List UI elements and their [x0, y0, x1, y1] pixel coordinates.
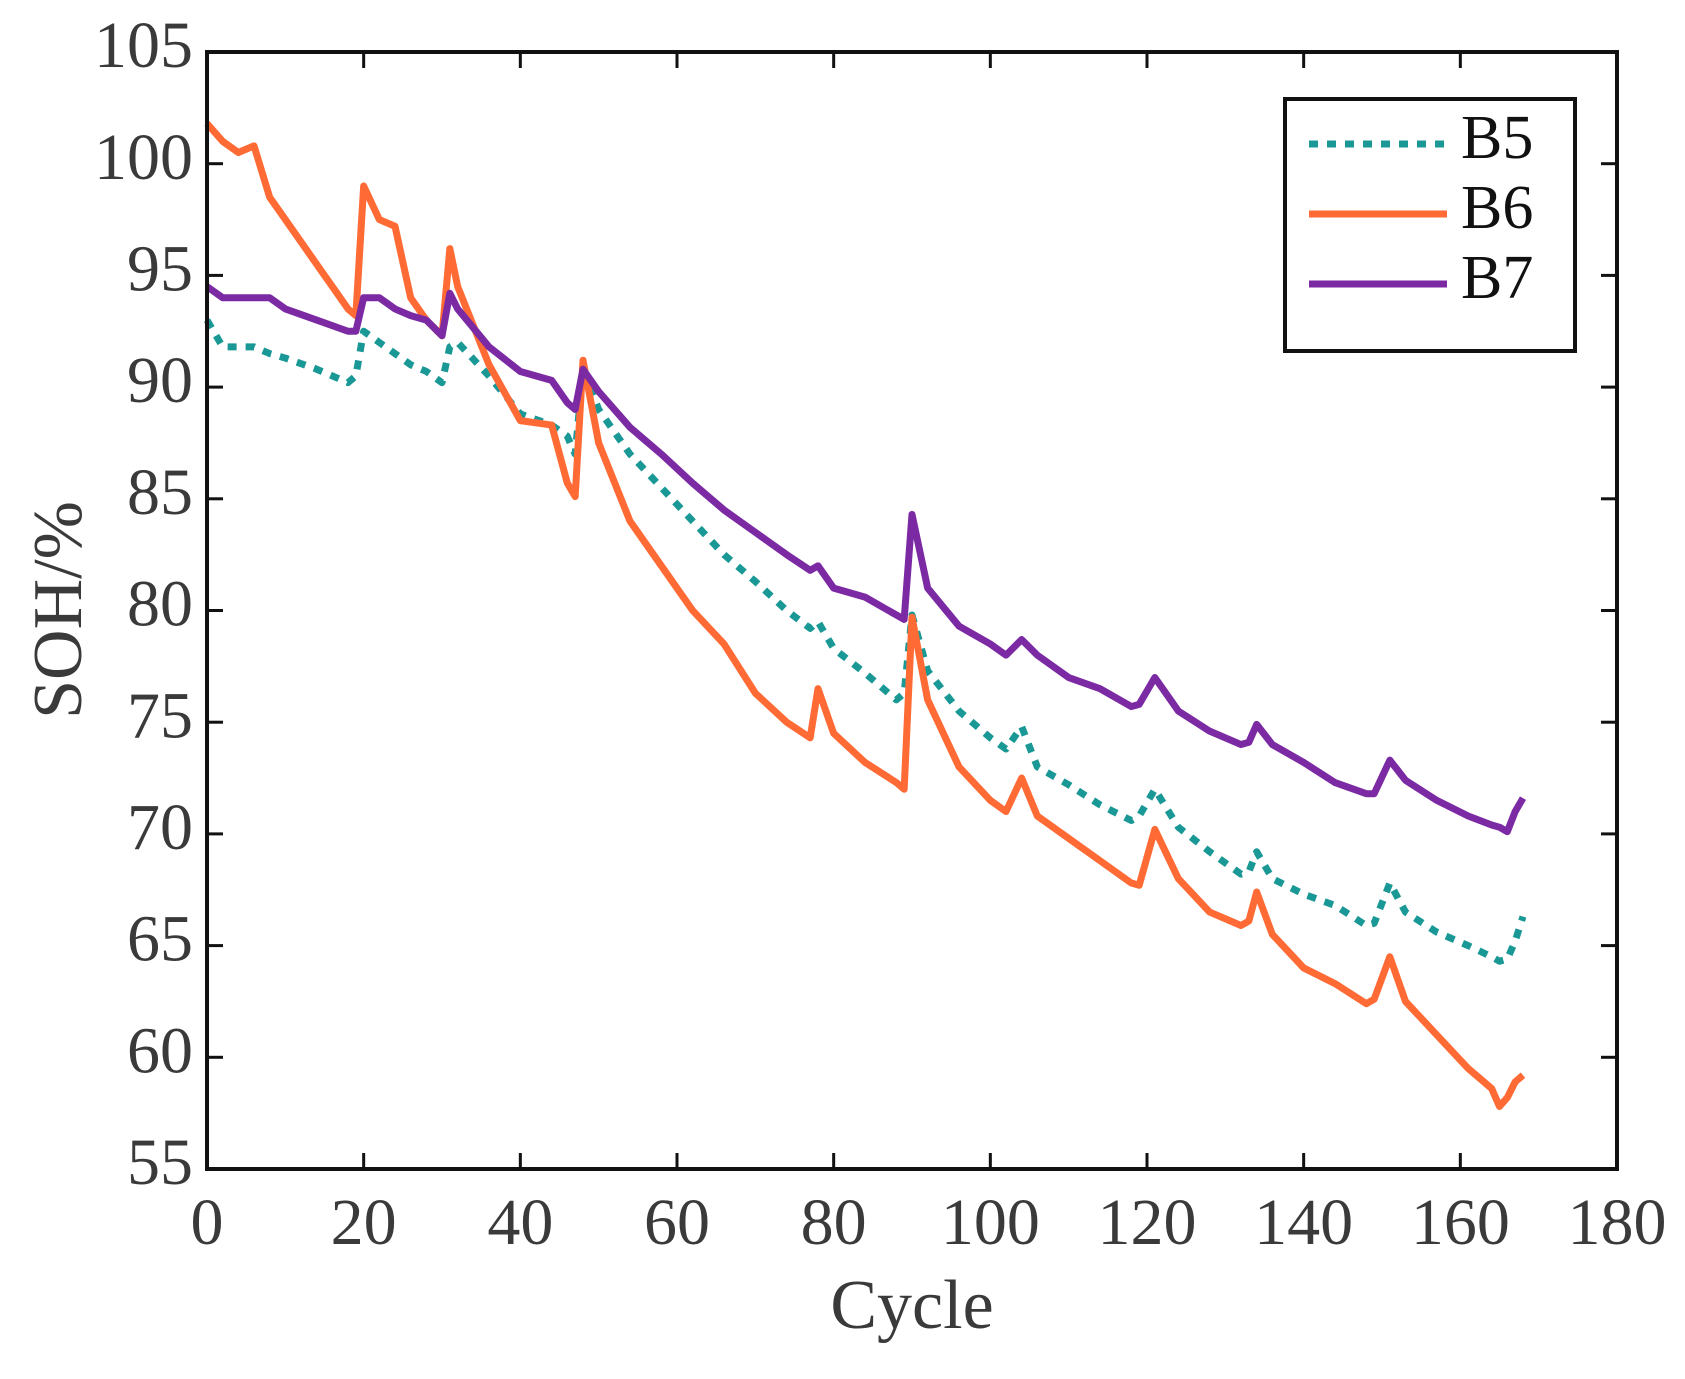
y-tick-label: 60	[127, 1014, 193, 1087]
x-tick-label: 60	[644, 1186, 710, 1259]
y-tick-label: 95	[127, 233, 193, 306]
y-tick-label: 105	[94, 9, 193, 82]
x-tick-label: 120	[1098, 1186, 1197, 1259]
y-tick-label: 80	[127, 568, 193, 641]
plot-frame	[205, 50, 1619, 1171]
series-line	[204, 283, 1527, 836]
x-tick-label: 140	[1254, 1186, 1353, 1259]
legend-label: B7	[1461, 244, 1533, 312]
legend-label: B6	[1461, 174, 1533, 242]
x-tick-label: 160	[1411, 1186, 1510, 1259]
x-tick-label: 0	[191, 1186, 224, 1259]
y-tick-label: 70	[127, 791, 193, 864]
y-tick-label: 100	[94, 121, 193, 194]
y-tick-label: 55	[127, 1126, 193, 1199]
x-axis-title: Cycle	[830, 1267, 993, 1344]
y-axis-title: SOH/%	[20, 501, 97, 719]
x-tick-label: 40	[487, 1186, 553, 1259]
y-tick-label: 65	[127, 903, 193, 976]
y-tick-label: 75	[127, 679, 193, 752]
y-tick-label: 90	[127, 344, 193, 417]
legend-label: B5	[1461, 104, 1533, 172]
x-tick-label: 100	[941, 1186, 1040, 1259]
y-tick-label: 85	[127, 456, 193, 529]
x-tick-label: 20	[331, 1186, 397, 1259]
series-line	[204, 121, 1526, 1110]
x-tick-label: 180	[1568, 1186, 1667, 1259]
x-tick-label: 80	[801, 1186, 867, 1259]
series-line	[203, 318, 1527, 965]
